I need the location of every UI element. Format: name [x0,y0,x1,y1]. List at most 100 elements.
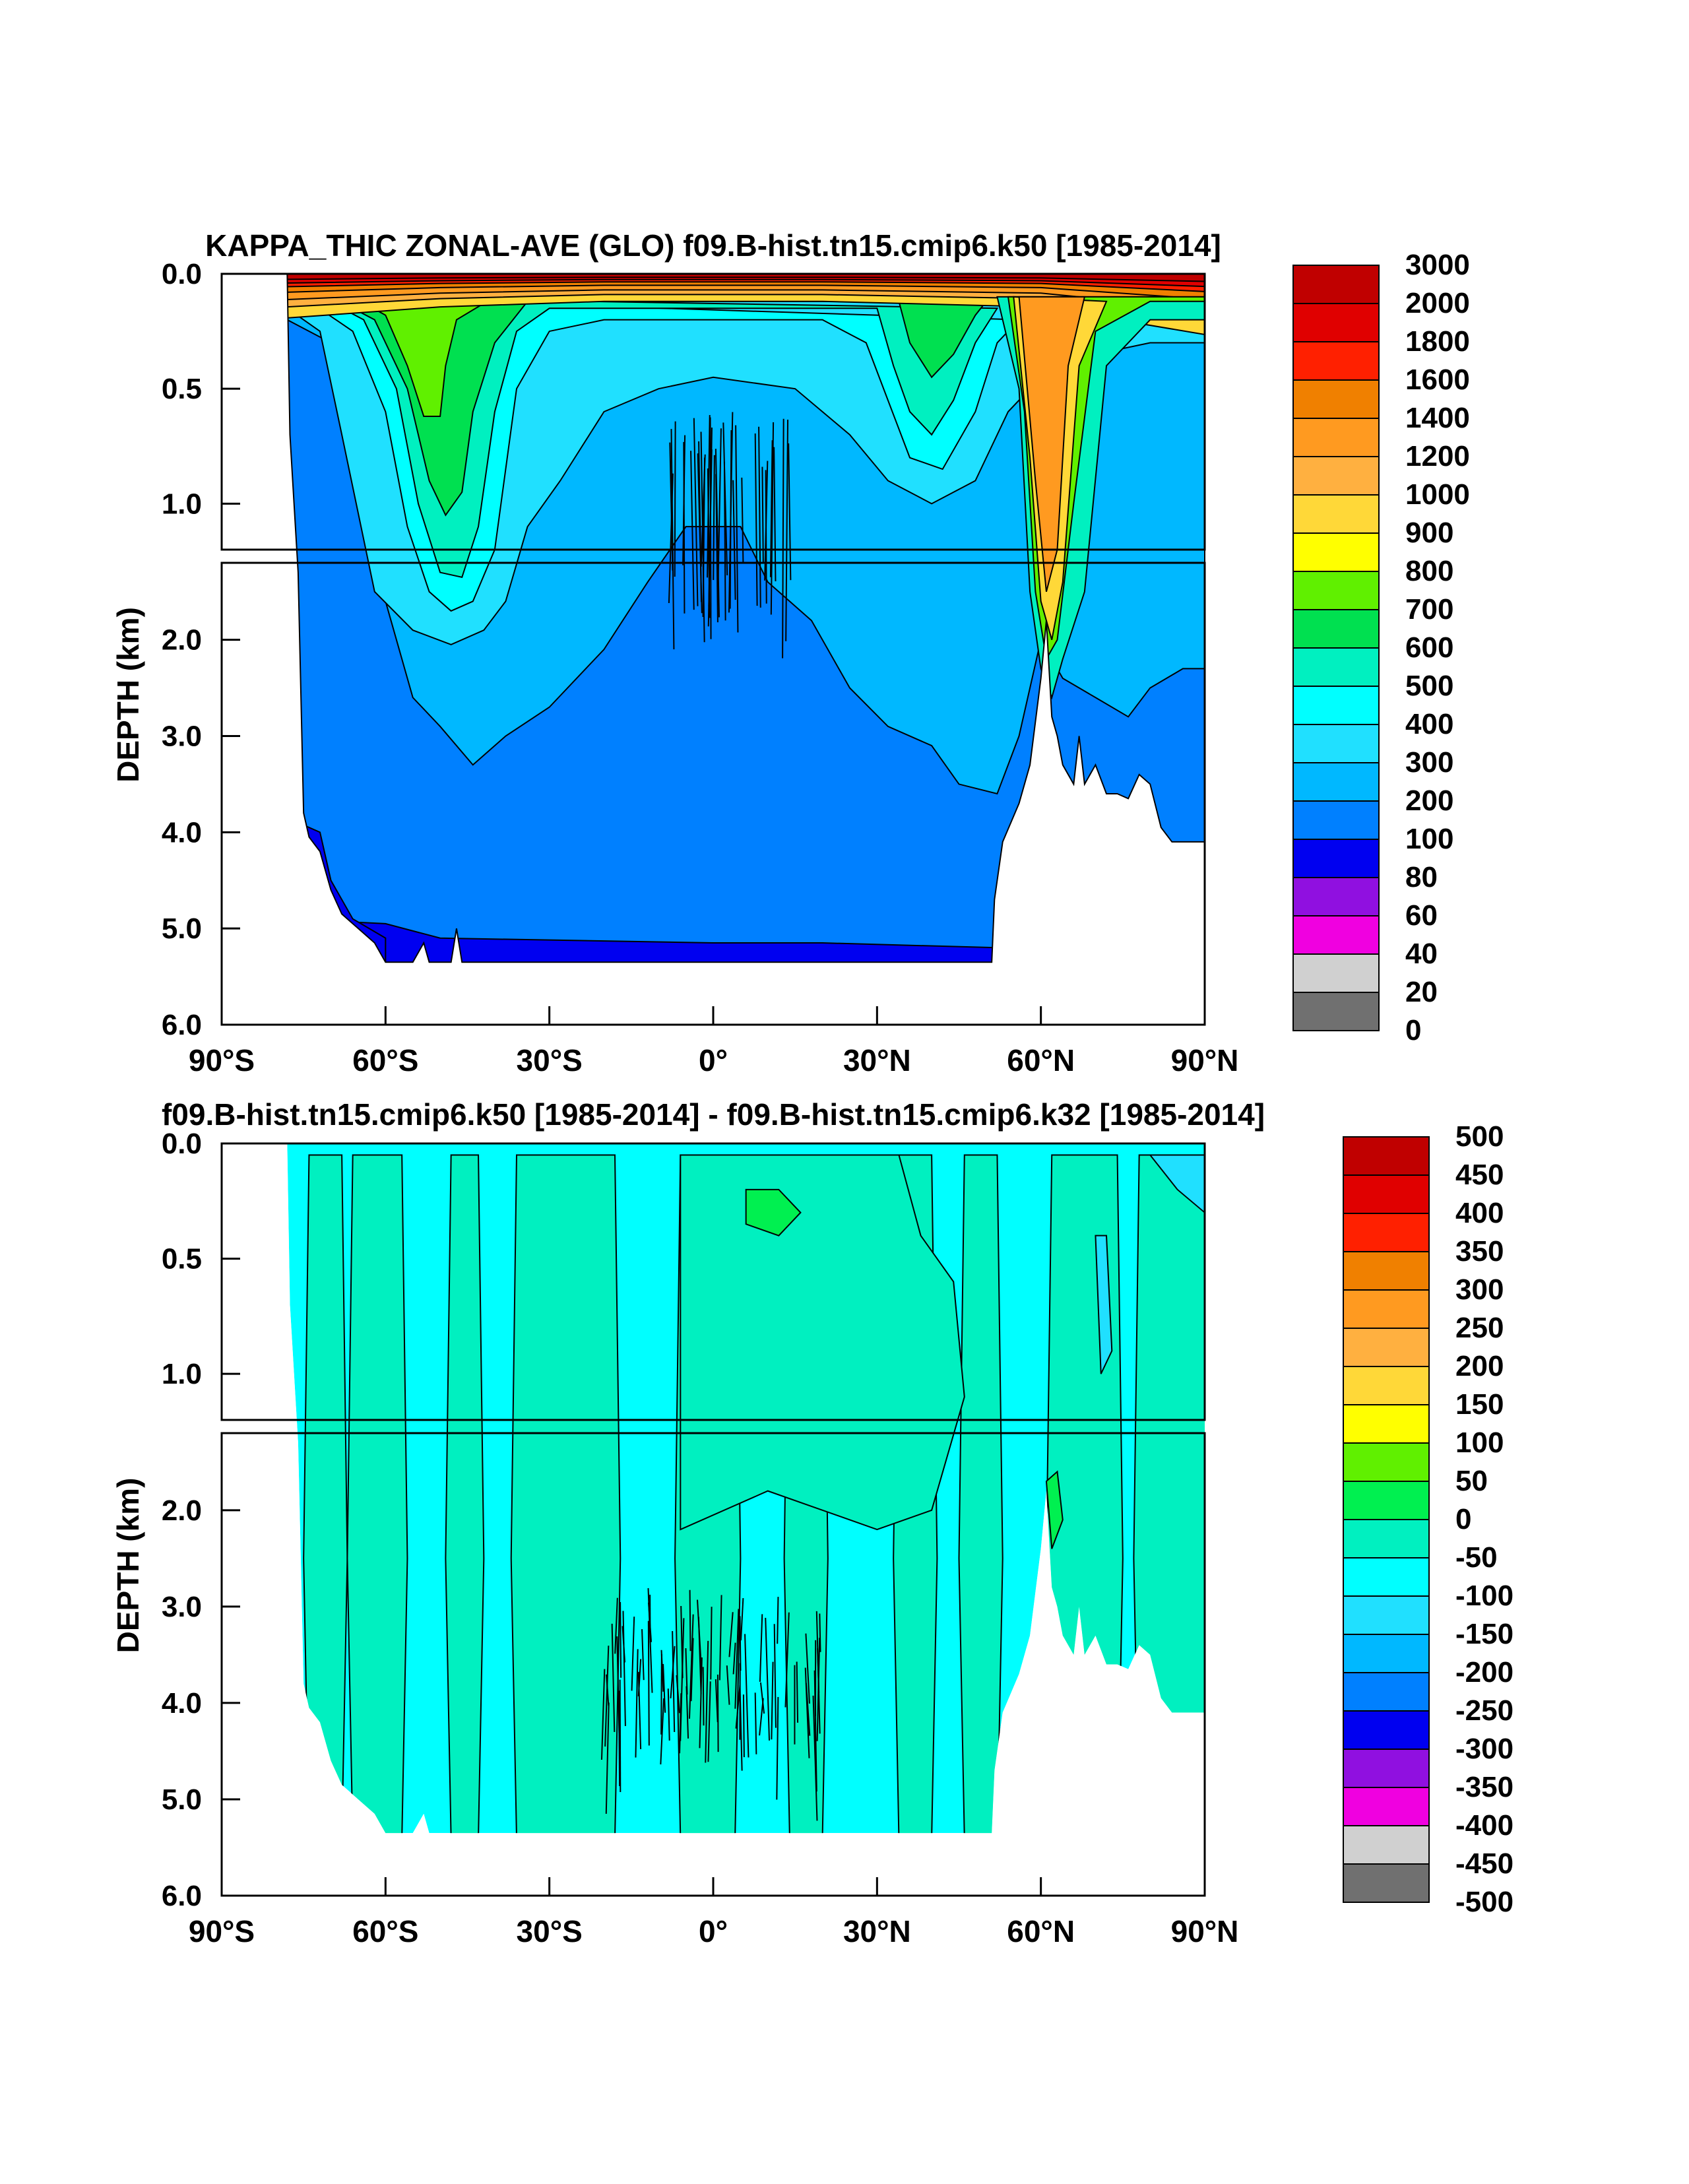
colorbar-label: 60 [1405,899,1438,932]
colorbar-label: 600 [1405,631,1453,664]
colorbar-cell [1343,1481,1429,1520]
x-tick-label: 90°N [1171,1914,1239,1948]
y-tick-label: 4.0 [162,816,202,849]
colorbar-label: 150 [1455,1388,1504,1421]
y-tick-label: 5.0 [162,1783,202,1816]
x-tick-label: 90°N [1171,1043,1239,1077]
colorbar-label: -150 [1455,1618,1514,1650]
colorbar-label: -450 [1455,1847,1514,1880]
noise-contour [777,1597,778,1644]
x-tick-label: 30°S [517,1914,583,1948]
colorbar-cell [1293,724,1379,763]
colorbar-cell [1343,1366,1429,1405]
colorbar-cell [1293,992,1379,1031]
colorbar-label: -300 [1455,1733,1514,1765]
colorbar-label: 400 [1455,1197,1504,1229]
noise-contour [675,422,676,577]
colorbar-label: -250 [1455,1694,1514,1727]
x-tick-label: 30°S [517,1043,583,1077]
y-tick-label: 0.0 [162,258,202,290]
x-tick-label: 90°S [189,1914,255,1948]
colorbar-label: -100 [1455,1580,1514,1612]
colorbar-label: -500 [1455,1886,1514,1918]
colorbar-label: -200 [1455,1656,1514,1688]
colorbar-cell [1293,610,1379,648]
colorbar-label: 1200 [1405,440,1470,472]
colorbar-label: 300 [1405,746,1453,779]
y-tick-label: 2.0 [162,1494,202,1527]
colorbar-cell [1293,763,1379,801]
colorbar-label: 80 [1405,861,1438,893]
colorbar-label: -350 [1455,1771,1514,1803]
x-tick-label: 30°N [843,1043,911,1077]
colorbar-cell [1293,839,1379,878]
noise-contour [766,470,767,603]
colorbar-cell [1293,916,1379,954]
colorbar-cell [1343,1711,1429,1749]
colorbar-cell [1343,1290,1429,1328]
colorbar-cell [1293,878,1379,916]
noise-contour [690,1590,691,1651]
colorbar-cell [1293,801,1379,839]
colorbar-cell [1293,380,1379,418]
colorbar-label: 400 [1405,708,1453,740]
panel-title: f09.B-hist.tn15.cmip6.k50 [1985-2014] - … [162,1097,1265,1132]
colorbar-cell [1293,648,1379,686]
colorbar-label: 1000 [1405,478,1470,511]
y-tick-label: 1.0 [162,488,202,520]
noise-contour [740,1616,741,1671]
colorbar-cell [1343,1443,1429,1481]
x-tick-label: 60°S [352,1043,418,1077]
colorbar-cell [1293,342,1379,380]
band-0-50 [303,1155,347,1838]
y-axis-label: DEPTH (km) [111,1478,145,1654]
colorbar-cell [1343,1864,1429,1902]
noise-contour [620,1680,621,1792]
colorbar-cell [1343,1826,1429,1864]
noise-contour [797,1661,798,1722]
band-0-50 [445,1155,484,1838]
colorbar-label: 700 [1405,593,1453,626]
colorbar-cell [1293,495,1379,533]
y-tick-label: 2.0 [162,624,202,657]
panel-difference: f09.B-hist.tn15.cmip6.k50 [1985-2014] - … [111,1097,1514,1948]
y-tick-label: 5.0 [162,913,202,945]
colorbar-label: 1400 [1405,402,1470,434]
x-tick-label: 90°S [189,1043,255,1077]
colorbar-label: -400 [1455,1809,1514,1842]
colorbar-label: 250 [1455,1312,1504,1344]
colorbar-cell [1293,304,1379,342]
colorbar-cell [1343,1252,1429,1290]
y-axis-label: DEPTH (km) [111,607,145,783]
colorbar-cell [1343,1213,1429,1252]
colorbar: 3000200018001600140012001000900800700600… [1293,249,1470,1046]
colorbar-cell [1293,954,1379,992]
noise-contour [703,1667,704,1725]
colorbar-cell [1293,265,1379,304]
x-tick-label: 60°N [1007,1914,1075,1948]
colorbar-cell [1343,1749,1429,1787]
colorbar-label: 3000 [1405,249,1470,281]
x-tick-label: 60°N [1007,1043,1075,1077]
colorbar-label: 0 [1405,1014,1421,1046]
panel-kappa-thic: KAPPA_THIC ZONAL-AVE (GLO) f09.B-hist.tn… [111,228,1470,1077]
colorbar-label: 500 [1405,670,1453,702]
y-tick-label: 1.0 [162,1358,202,1390]
colorbar-cell [1343,1137,1429,1175]
y-tick-label: 4.0 [162,1687,202,1719]
band-0-50 [347,1155,407,1838]
band-0-50 [1133,1155,1210,1838]
colorbar-cell [1293,571,1379,610]
colorbar-cell [1343,1634,1429,1673]
y-tick-label: 3.0 [162,721,202,753]
colorbar-label: 450 [1455,1159,1504,1191]
colorbar-label: 500 [1455,1120,1504,1153]
colorbar-label: 40 [1405,938,1438,970]
colorbar-label: 300 [1455,1273,1504,1306]
colorbar-label: 1800 [1405,325,1470,358]
colorbar-label: 1600 [1405,364,1470,396]
colorbar-label: 100 [1405,823,1453,855]
y-tick-label: 3.0 [162,1591,202,1623]
colorbar-label: 200 [1455,1350,1504,1382]
